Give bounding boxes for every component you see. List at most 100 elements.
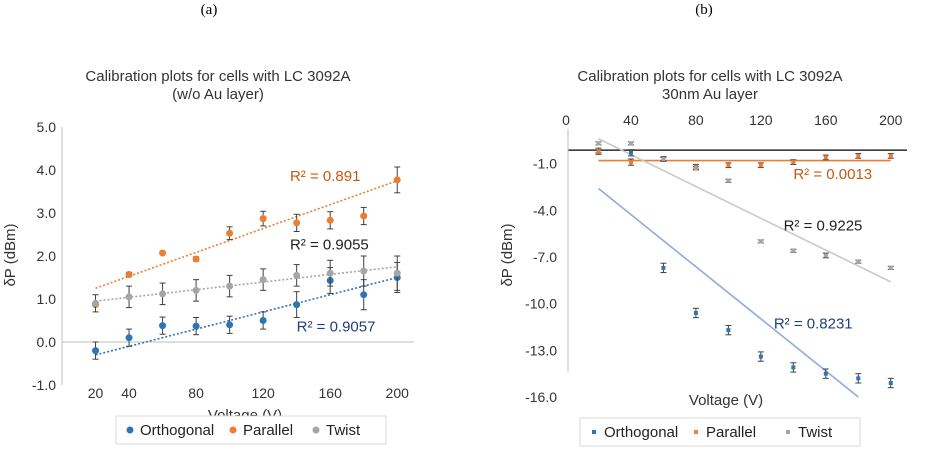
r2-label-orthogonal: R² = 0.8231 — [774, 316, 853, 333]
x-tick-label: 160 — [814, 112, 838, 128]
data-point-twist — [326, 269, 334, 277]
y-tick-label: 0.0 — [37, 334, 57, 350]
data-point-parallel — [596, 149, 601, 154]
trendline-orthogonal — [95, 276, 398, 356]
data-point-orthogonal — [856, 376, 861, 381]
legend-label-parallel: Parallel — [706, 424, 756, 441]
x-tick-label: 40 — [623, 112, 639, 128]
y-tick-label: -1.0 — [533, 156, 557, 172]
data-point-twist — [360, 267, 368, 275]
trendline-orthogonal — [597, 187, 859, 398]
data-point-parallel — [726, 163, 731, 168]
y-tick-label: 5.0 — [37, 119, 57, 135]
data-point-parallel — [823, 155, 828, 160]
data-point-parallel — [226, 229, 234, 237]
x-tick-label: 20 — [88, 385, 104, 401]
data-point-orthogonal — [823, 371, 828, 376]
data-point-parallel — [125, 270, 133, 278]
legend-label-orthogonal: Orthogonal — [140, 422, 214, 439]
data-point-orthogonal — [888, 381, 893, 385]
x-axis-title: Voltage (V) — [689, 392, 763, 409]
y-tick-label: -13.0 — [525, 342, 557, 358]
x-tick-label: 40 — [121, 385, 137, 401]
data-point-twist — [726, 178, 731, 183]
x-tick-label: 0 — [562, 112, 570, 128]
x-tick-label: 80 — [688, 112, 704, 128]
chart-subtitle: (w/o Au layer) — [172, 86, 264, 103]
x-tick-label: 80 — [188, 385, 204, 401]
data-point-twist — [661, 157, 666, 161]
data-point-twist — [226, 282, 234, 290]
r2-label-twist: R² = 0.9055 — [290, 237, 369, 254]
y-tick-label: 1.0 — [37, 291, 57, 307]
data-point-orthogonal — [360, 291, 368, 299]
data-point-parallel — [192, 255, 200, 263]
data-point-twist — [159, 290, 167, 298]
x-tick-label: 120 — [749, 112, 773, 128]
data-point-orthogonal — [661, 265, 666, 270]
data-point-orthogonal — [92, 347, 100, 355]
data-point-twist — [393, 269, 401, 277]
data-point-parallel — [159, 249, 167, 257]
legend-label-parallel: Parallel — [243, 422, 293, 439]
data-point-twist — [693, 166, 698, 171]
y-tick-label: 4.0 — [37, 162, 57, 178]
legend-label-twist: Twist — [798, 424, 833, 441]
legend-marker-twist — [786, 430, 790, 434]
r2-label-parallel: R² = 0.0013 — [793, 166, 872, 183]
data-point-orthogonal — [758, 354, 763, 359]
data-point-twist — [293, 271, 301, 279]
trendline-parallel — [95, 179, 398, 290]
chart-panel-b: (b) Calibration plots for cells with LC 3… — [499, 2, 907, 447]
data-point-parallel — [326, 216, 334, 224]
chart-subtitle: 30nm Au layer — [662, 86, 758, 103]
y-tick-label: -7.0 — [533, 249, 557, 265]
legend-box — [115, 415, 387, 445]
data-point-parallel — [259, 215, 267, 223]
panel-label: (a) — [201, 2, 218, 18]
data-point-twist — [259, 276, 267, 284]
data-point-orthogonal — [693, 311, 698, 315]
r2-label-orthogonal: R² = 0.9057 — [297, 318, 376, 335]
y-tick-label: -4.0 — [533, 202, 557, 218]
data-point-twist — [856, 259, 861, 264]
data-point-parallel — [856, 153, 861, 158]
data-point-orthogonal — [259, 317, 267, 324]
data-point-orthogonal — [293, 301, 301, 309]
data-point-twist — [823, 253, 828, 258]
y-tick-label: -16.0 — [525, 389, 557, 405]
data-point-orthogonal — [628, 150, 633, 155]
trendline-twist — [95, 265, 398, 302]
y-tick-label: 2.0 — [37, 248, 57, 264]
data-point-orthogonal — [726, 328, 731, 333]
y-axis-title: δP (dBm) — [499, 223, 516, 286]
legend-marker-orthogonal — [126, 426, 134, 434]
data-point-parallel — [888, 153, 893, 158]
chart-title: Calibration plots for cells with LC 3092… — [85, 68, 350, 85]
data-point-parallel — [628, 160, 633, 165]
data-point-twist — [758, 239, 763, 244]
legend-marker-parallel — [229, 426, 237, 434]
x-tick-label: 160 — [319, 385, 343, 401]
y-tick-label: -10.0 — [525, 296, 557, 312]
chart-panel-a: (a) Calibration plots for cells with LC 3… — [2, 2, 414, 445]
x-tick-label: 200 — [386, 385, 410, 401]
x-tick-label: 120 — [251, 385, 275, 401]
data-point-orthogonal — [125, 334, 133, 342]
data-point-twist — [192, 286, 200, 294]
r2-label-twist: R² = 0.9225 — [784, 218, 863, 235]
x-tick-label: 200 — [879, 112, 903, 128]
data-point-parallel — [293, 219, 301, 227]
chart-title: Calibration plots for cells with LC 3092… — [577, 68, 842, 85]
legend-label-orthogonal: Orthogonal — [604, 424, 678, 441]
data-point-parallel — [791, 160, 796, 165]
data-point-twist — [125, 293, 133, 301]
data-point-parallel — [393, 176, 401, 184]
data-point-twist — [92, 299, 100, 307]
legend-marker-twist — [312, 426, 320, 434]
y-axis-title: δP (dBm) — [2, 223, 19, 286]
legend-label-twist: Twist — [326, 422, 361, 439]
data-point-twist — [628, 141, 633, 146]
data-point-twist — [791, 248, 796, 253]
data-point-orthogonal — [159, 322, 167, 330]
